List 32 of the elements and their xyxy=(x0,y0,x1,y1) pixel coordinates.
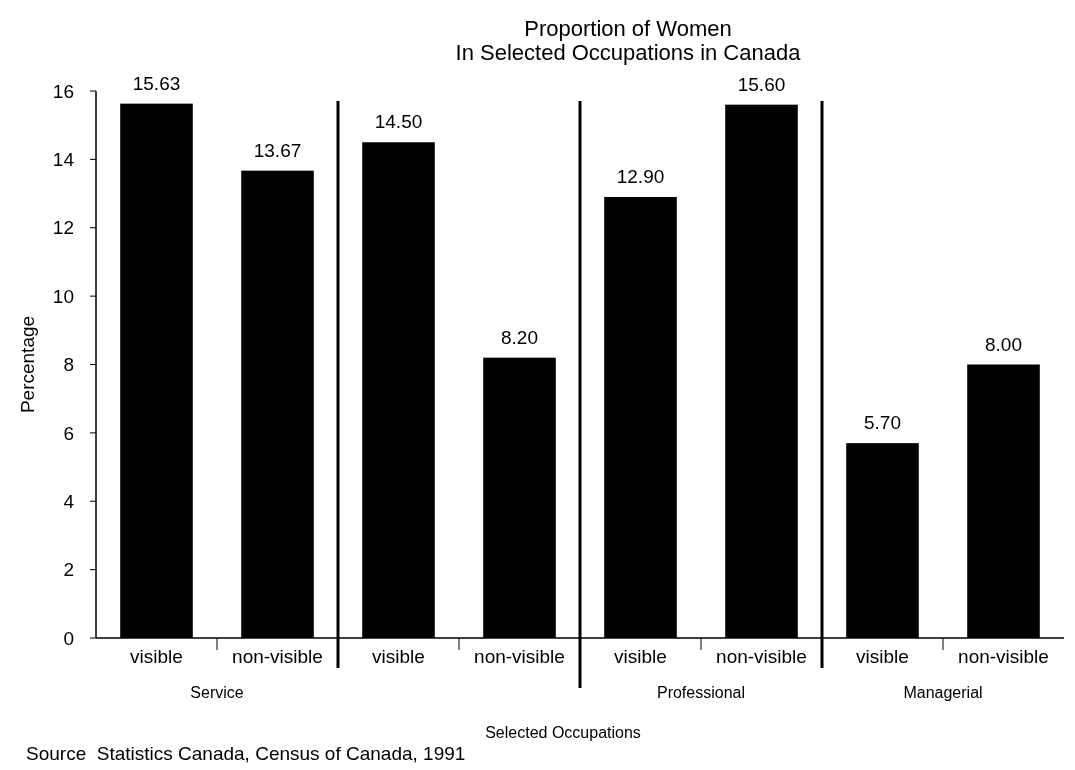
data-label: 15.60 xyxy=(737,73,786,95)
y-tick-label: 10 xyxy=(52,285,74,307)
x-tick-label: visible xyxy=(856,646,909,667)
y-tick-label: 0 xyxy=(63,627,74,649)
data-label: 13.67 xyxy=(253,139,302,161)
source-note: Source Statistics Canada, Census of Canada, 1991 xyxy=(26,743,466,764)
text: Managerial xyxy=(903,684,983,701)
chart-title: Proportion of Women In Selected Occupations in Canada xyxy=(455,16,802,65)
x-tick-label: visible xyxy=(130,646,183,667)
x-tick-label: non-visible xyxy=(958,646,1049,667)
y-tick-label: 4 xyxy=(63,490,75,512)
data-label: 8.20 xyxy=(501,326,538,348)
text: Professional xyxy=(656,684,746,701)
y-tick-label: 14 xyxy=(52,149,75,171)
y-axis-title: Percentage xyxy=(17,315,38,414)
x-axis-title: Selected Occupations xyxy=(485,724,641,741)
x-tick-label: visible xyxy=(372,646,425,667)
data-label: 12.90 xyxy=(616,165,665,187)
y-tick-label: 12 xyxy=(52,217,74,239)
y-tick-label: 6 xyxy=(63,422,74,444)
data-label: 5.70 xyxy=(864,412,901,434)
text: Service xyxy=(190,684,244,701)
data-label: 15.63 xyxy=(132,72,181,94)
y-tick-label: 8 xyxy=(63,354,74,376)
x-tick-label: non-visible xyxy=(232,646,323,667)
y-tick-label: 2 xyxy=(63,559,74,581)
data-label: 14.50 xyxy=(374,111,423,133)
x-tick-label: visible xyxy=(614,646,667,667)
x-tick-label: non-visible xyxy=(474,646,565,667)
data-label: 8.00 xyxy=(985,333,1022,355)
x-tick-label: non-visible xyxy=(716,646,807,667)
y-tick-label: 16 xyxy=(52,80,74,102)
